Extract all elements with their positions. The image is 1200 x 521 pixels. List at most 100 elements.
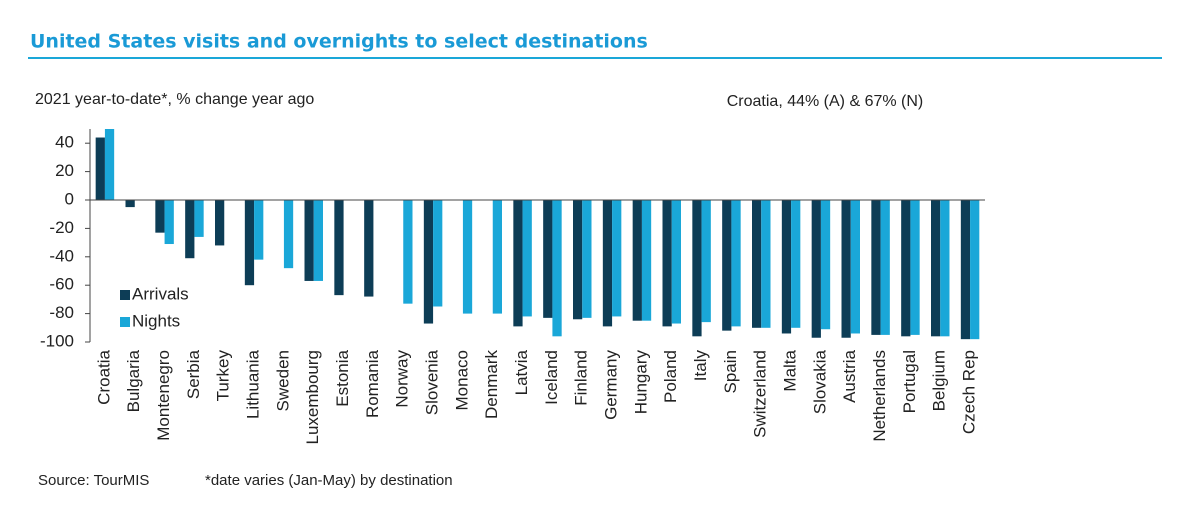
legend-swatch [120, 290, 130, 300]
annotation: Croatia, 44% (A) & 67% (N) [727, 93, 924, 110]
bar [313, 200, 323, 281]
note: *date varies (Jan-May) by destination [205, 472, 453, 489]
legend-label: Arrivals [132, 284, 189, 303]
bar [155, 200, 165, 233]
bar [194, 200, 204, 237]
bar [522, 200, 532, 317]
x-tick-label: Finland [572, 350, 591, 406]
x-tick-label: Germany [602, 350, 621, 420]
x-tick-label: Portugal [900, 350, 919, 413]
bar [492, 200, 502, 314]
x-tick-label: Czech Rep [960, 350, 979, 434]
x-tick-label: Malta [781, 349, 800, 391]
x-tick-label: Norway [393, 350, 412, 408]
bar [125, 200, 135, 208]
y-tick-label: 20 [55, 161, 74, 180]
x-tick-label: Switzerland [751, 350, 770, 438]
bar [811, 200, 821, 338]
legend-label: Nights [132, 311, 180, 330]
bar [164, 200, 174, 245]
bar [423, 200, 434, 324]
y-tick-label: -60 [49, 275, 74, 294]
x-tick-label: Spain [721, 350, 740, 393]
bar [820, 200, 831, 330]
bar [582, 200, 592, 318]
bar [283, 200, 294, 269]
bar [513, 200, 523, 327]
bar [970, 200, 980, 340]
x-tick-label: Poland [661, 350, 680, 403]
bar [573, 200, 583, 320]
bar [641, 200, 652, 321]
bar [185, 200, 195, 259]
x-tick-label: Iceland [542, 350, 561, 405]
x-tick-label: Luxembourg [303, 350, 322, 445]
x-tick-label: Monaco [452, 350, 471, 410]
x-tick-label: Bulgaria [124, 349, 143, 412]
y-tick-label: -20 [49, 218, 74, 237]
bar [662, 200, 672, 327]
bar [104, 129, 115, 200]
bar [850, 200, 860, 334]
bar [244, 200, 255, 286]
bar [692, 200, 702, 337]
bar [940, 200, 950, 337]
x-tick-label: Denmark [482, 350, 501, 419]
bar [931, 200, 941, 337]
bar [364, 200, 374, 297]
bar [612, 200, 622, 317]
y-tick-label: 0 [65, 189, 74, 208]
bar [462, 200, 473, 314]
bar [543, 200, 553, 318]
x-tick-label: Sweden [273, 350, 292, 411]
x-tick-label: Italy [691, 350, 710, 382]
x-tick-label: Slovakia [810, 349, 829, 414]
x-tick-label: Serbia [184, 349, 203, 399]
bar [632, 200, 642, 321]
y-tick-label: -40 [49, 246, 74, 265]
bar [731, 200, 741, 327]
bar [215, 200, 225, 246]
x-tick-label: Estonia [333, 349, 352, 406]
x-tick-label: Lithuania [244, 349, 263, 419]
y-tick-label: -100 [40, 331, 74, 350]
bar [752, 200, 762, 328]
bar [761, 200, 771, 328]
bar [722, 200, 732, 331]
x-tick-label: Belgium [930, 350, 949, 411]
plot-area [95, 129, 980, 340]
x-tick-label: Netherlands [870, 350, 889, 442]
bar [901, 200, 911, 337]
bar [871, 200, 881, 335]
source: Source: TourMIS [38, 472, 149, 489]
y-tick-label: 40 [55, 133, 74, 152]
bar [781, 200, 792, 334]
bar [671, 200, 681, 324]
x-tick-label: Romania [363, 349, 382, 418]
bar [254, 200, 264, 260]
bar [552, 200, 562, 337]
x-tick-label: Slovenia [423, 349, 442, 415]
y-tick-label: -80 [49, 303, 74, 322]
x-tick-label: Montenegro [154, 350, 173, 441]
chart-title: United States visits and overnights to s… [30, 31, 648, 53]
x-tick-label: Austria [840, 349, 859, 402]
subtitle: 2021 year-to-date*, % change year ago [35, 91, 314, 108]
bar [334, 200, 344, 296]
bar [701, 200, 711, 323]
x-tick-label: Latvia [512, 349, 531, 395]
x-tick-label: Turkey [214, 350, 233, 402]
x-tick-label: Hungary [631, 350, 650, 415]
bar [910, 200, 920, 335]
bar [403, 200, 413, 304]
bar [602, 200, 613, 327]
bar [960, 200, 971, 340]
x-tick-label: Croatia [94, 349, 113, 404]
bar [433, 200, 443, 307]
legend-swatch [120, 317, 130, 327]
bar [841, 200, 851, 338]
bar [880, 200, 890, 335]
bar [95, 137, 105, 200]
bar [304, 200, 314, 281]
